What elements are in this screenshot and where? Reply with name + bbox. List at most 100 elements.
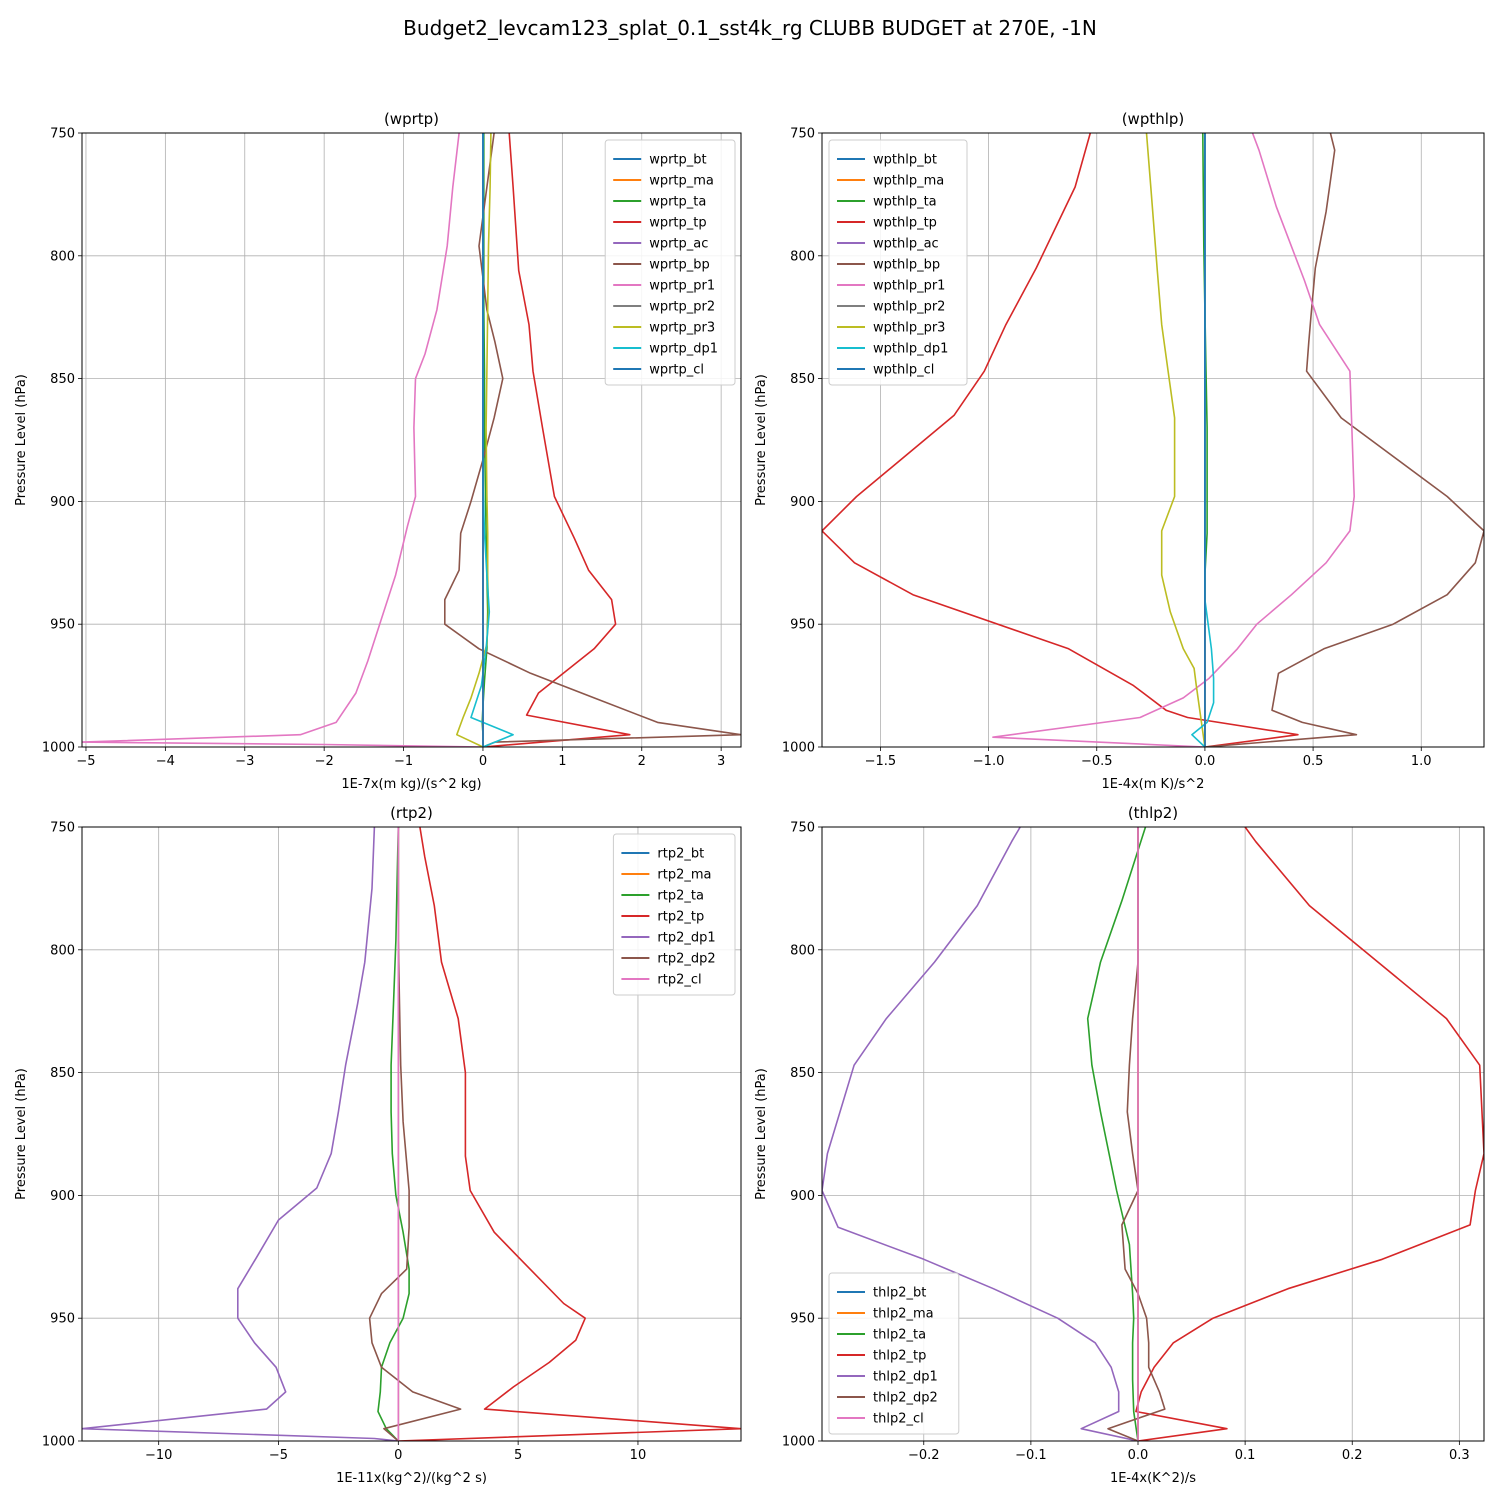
x-tick-label: 10 — [630, 1448, 647, 1463]
series-group — [822, 827, 1484, 1441]
x-tick-label: −2 — [315, 754, 334, 769]
series-line-wprtp_tp — [482, 133, 631, 747]
legend-label: wprtp_ma — [649, 174, 714, 189]
x-tick-label: −0.2 — [908, 1448, 940, 1463]
legend-label: wprtp_dp1 — [649, 342, 718, 357]
x-tick-label: 5 — [514, 1448, 522, 1463]
plot-frame — [821, 132, 1485, 748]
series-line-wprtp_pr1 — [82, 133, 484, 747]
legend: wpthlp_bt wpthlp_ma wpthlp_ta wpthlp_tpwpth… — [828, 139, 968, 386]
y-tick-label: 750 — [50, 821, 75, 836]
legend-label: wprtp_bt — [649, 153, 706, 168]
legend-label: wpthlp_pr2 — [873, 300, 945, 315]
y-tick-label: 750 — [790, 127, 815, 142]
legend-label: rtp2_tp — [657, 910, 704, 925]
x-tick-label: 1.0 — [1411, 754, 1432, 769]
x-tick-label: −5 — [269, 1448, 288, 1463]
y-tick-label: 950 — [50, 618, 75, 633]
series-line-thlp2_dp1 — [822, 827, 1139, 1441]
legend-label: wprtp_bp — [649, 258, 710, 273]
y-tick-label: 850 — [790, 1066, 815, 1081]
legend-label: rtp2_dp2 — [657, 952, 715, 967]
legend-label: thlp2_dp1 — [873, 1370, 938, 1385]
chart-panel-0: −5 −4 −3 −2 −1 0 1 2 3 750 800 850 900 950 1000 (wprtp)… — [14, 110, 742, 792]
figure-title: Budget2_levcam123_splat_0.1_sst4k_rg CLU… — [403, 16, 1097, 40]
x-tick-label: 0.3 — [1449, 1448, 1470, 1463]
y-tick-label: 900 — [50, 1189, 75, 1204]
plot-frame — [81, 826, 742, 1442]
legend-label: rtp2_ma — [657, 868, 711, 883]
y-tick-label: 750 — [50, 127, 75, 142]
x-tick-label: −1 — [394, 754, 413, 769]
legend-label: wpthlp_bt — [873, 153, 937, 168]
y-axis-label: Pressure Level (hPa) — [754, 1068, 769, 1200]
series-group — [82, 133, 741, 747]
x-tick-label: 0 — [479, 754, 487, 769]
legend-label: wpthlp_ac — [873, 237, 939, 252]
legend-label: wprtp_pr3 — [649, 321, 715, 336]
series-line-wpthlp_bp — [1204, 133, 1484, 747]
y-tick-label: 950 — [50, 1312, 75, 1327]
legend-label: wprtp_pr2 — [649, 300, 715, 315]
y-tick-label: 900 — [50, 495, 75, 510]
series-line-thlp2_tp — [1135, 827, 1484, 1441]
x-tick-label: 0.0 — [1195, 754, 1216, 769]
y-tick-label: 850 — [50, 1066, 75, 1081]
series-group — [822, 133, 1484, 747]
chart-panel-1: −1.5 −1.0 −0.5 0.0 0.5 1.0 750 800 850 900 950 1000… — [754, 110, 1485, 792]
x-tick-label: 3 — [717, 754, 725, 769]
y-axis-label: Pressure Level (hPa) — [754, 374, 769, 506]
series-line-wpthlp_pr1 — [992, 133, 1355, 747]
legend-label: rtp2_bt — [657, 847, 704, 862]
y-tick-label: 950 — [790, 1312, 815, 1327]
x-tick-label: −1.5 — [865, 754, 897, 769]
legend-label: wpthlp_cl — [873, 363, 934, 378]
legend-label: rtp2_ta — [657, 889, 704, 904]
y-tick-label: 800 — [790, 943, 815, 958]
legend-label: wprtp_pr1 — [649, 279, 715, 294]
legend-label: thlp2_cl — [873, 1412, 924, 1427]
x-tick-label: −5 — [76, 754, 95, 769]
x-axis-label: 1E-11x(kg^2)/(kg^2 s) — [336, 1471, 487, 1486]
x-tick-label: −0.1 — [1015, 1448, 1047, 1463]
x-tick-label: 0 — [394, 1448, 402, 1463]
y-tick-label: 900 — [790, 1189, 815, 1204]
legend-label: wpthlp_dp1 — [873, 342, 948, 357]
y-tick-label: 850 — [790, 372, 815, 387]
y-tick-label: 1000 — [42, 1435, 75, 1450]
legend-label: wpthlp_pr1 — [873, 279, 945, 294]
legend-label: wpthlp_ma — [873, 174, 944, 189]
legend-label: thlp2_ta — [873, 1328, 926, 1343]
series-line-wpthlp_pr3 — [1145, 133, 1206, 747]
series-line-wprtp_pr3 — [455, 133, 492, 747]
y-tick-label: 1000 — [782, 741, 815, 756]
legend-label: thlp2_bt — [873, 1286, 926, 1301]
legend: rtp2_bt rtp2_ma rtp2_ta rtp2_tp rtp2_dp1 rtp2… — [612, 833, 736, 996]
series-line-wpthlp_tp — [822, 133, 1299, 747]
series-line-thlp2_ta — [1086, 827, 1147, 1441]
y-tick-label: 850 — [50, 372, 75, 387]
legend-label: rtp2_cl — [657, 973, 701, 988]
legend: thlp2_bt thlp2_ma thlp2_ta thlp2_tp thlp2_dp… — [828, 1272, 960, 1435]
chart-title: (wpthlp) — [1122, 110, 1185, 128]
x-tick-label: 0.2 — [1342, 1448, 1363, 1463]
chart-panel-2: −10 −5 0 5 10 750 800 850 900 950 1000 (rtp2) 1E-11x… — [14, 804, 742, 1486]
y-tick-label: 1000 — [42, 741, 75, 756]
y-axis-label: Pressure Level (hPa) — [14, 374, 29, 506]
chart-title: (wprtp) — [384, 110, 439, 128]
x-axis-label: 1E-7x(m kg)/(s^2 kg) — [341, 777, 481, 792]
legend-label: thlp2_dp2 — [873, 1391, 938, 1406]
x-tick-label: −3 — [235, 754, 254, 769]
legend-label: wprtp_cl — [649, 363, 704, 378]
x-axis-label: 1E-4x(m K)/s^2 — [1102, 777, 1205, 792]
series-line-thlp2_dp2 — [1107, 827, 1166, 1441]
legend-label: thlp2_ma — [873, 1307, 934, 1322]
legend-label: wpthlp_pr3 — [873, 321, 945, 336]
series-line-wpthlp_dp1 — [1191, 133, 1215, 747]
series-line-rtp2_dp1 — [82, 827, 399, 1441]
y-tick-label: 1000 — [782, 1435, 815, 1450]
y-tick-label: 800 — [50, 249, 75, 264]
series-line-rtp2_ta — [377, 827, 410, 1441]
legend-label: thlp2_tp — [873, 1349, 926, 1364]
chart-title: (rtp2) — [390, 804, 433, 822]
